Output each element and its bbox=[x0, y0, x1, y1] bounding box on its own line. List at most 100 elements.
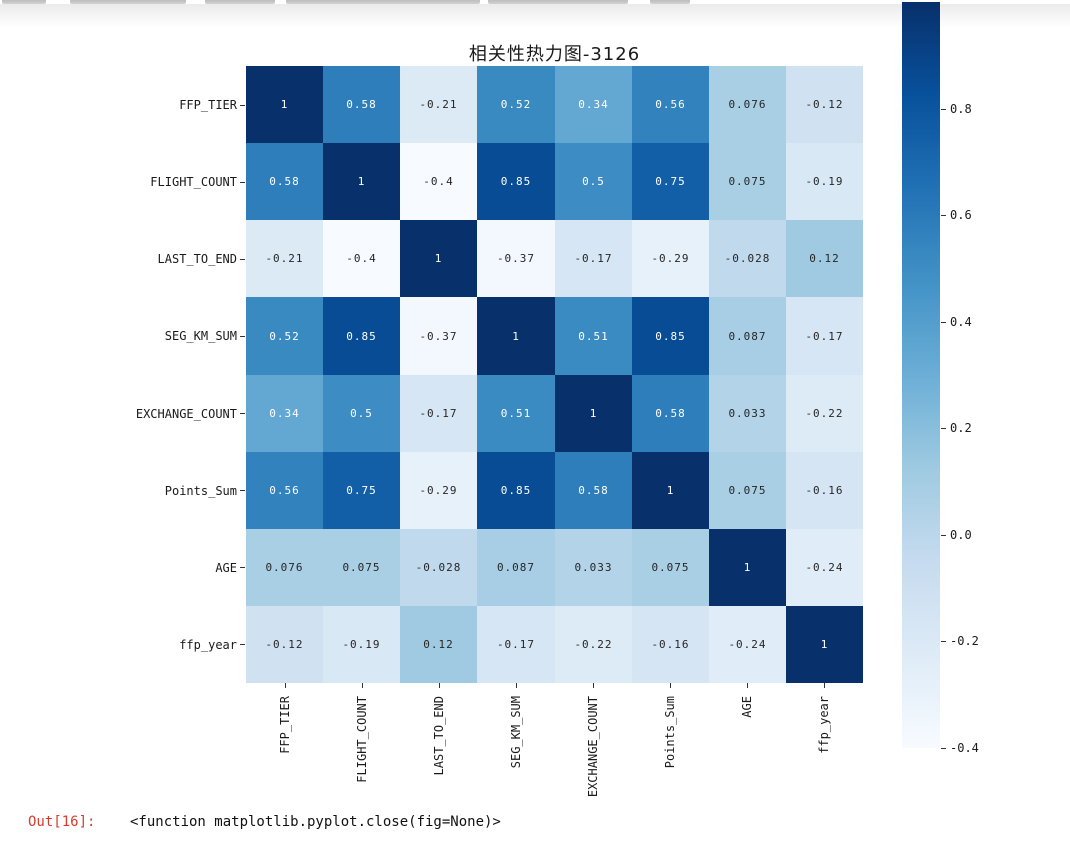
heatmap-cell-value: 0.56 bbox=[269, 484, 300, 497]
heatmap-cell: 0.087 bbox=[477, 529, 555, 606]
heatmap-cell: -0.17 bbox=[555, 220, 632, 297]
colorbar-tick-label: -0.4 bbox=[950, 741, 979, 755]
heatmap-cell: 1 bbox=[632, 452, 709, 529]
heatmap-cell: 0.58 bbox=[246, 143, 323, 220]
heatmap-cell-value: -0.028 bbox=[415, 561, 462, 574]
heatmap-cell-value: -0.17 bbox=[574, 252, 613, 265]
colorbar-tick-label: 0.8 bbox=[950, 102, 972, 116]
x-axis-label-text: FLIGHT_COUNT bbox=[355, 696, 369, 783]
heatmap-cell: 0.075 bbox=[323, 529, 400, 606]
y-tick bbox=[240, 259, 245, 260]
heatmap-cell-value: 0.85 bbox=[655, 329, 686, 343]
heatmap-cell-value: -0.21 bbox=[419, 98, 458, 111]
heatmap-cell: 0.56 bbox=[632, 66, 709, 143]
y-axis-label: SEG_KM_SUM bbox=[164, 328, 237, 343]
heatmap-cell: 0.34 bbox=[555, 66, 632, 143]
heatmap-cell-value: 0.075 bbox=[728, 484, 767, 497]
heatmap-cell: 0.75 bbox=[632, 143, 709, 220]
out-value: <function matplotlib.pyplot.close(fig=No… bbox=[130, 814, 501, 830]
heatmap-cell: 0.58 bbox=[323, 66, 400, 143]
heatmap-cell-value: 0.033 bbox=[728, 407, 767, 420]
heatmap-cell: 0.075 bbox=[632, 529, 709, 606]
heatmap-cell-value: 0.85 bbox=[346, 329, 377, 343]
x-axis-label-text: SEG_KM_SUM bbox=[509, 696, 523, 769]
heatmap-cell: 0.5 bbox=[323, 375, 400, 452]
toolbar-button-stub[interactable] bbox=[70, 0, 186, 4]
heatmap-cell-value: 0.85 bbox=[500, 175, 532, 188]
heatmap-cell-value: 0.51 bbox=[500, 407, 532, 420]
heatmap-cell-value: 0.5 bbox=[350, 407, 373, 420]
heatmap-cell: -0.21 bbox=[400, 66, 477, 143]
heatmap-cell-value: 0.076 bbox=[728, 98, 767, 111]
heatmap-cell-value: 1 bbox=[434, 252, 443, 265]
heatmap-cell: 0.075 bbox=[709, 143, 786, 220]
toolbar-button-stub[interactable] bbox=[488, 0, 628, 4]
heatmap-cell-value: 0.58 bbox=[655, 407, 686, 420]
y-tick bbox=[240, 413, 245, 414]
heatmap-cell: -0.17 bbox=[786, 297, 863, 375]
x-axis-label-text: EXCHANGE_COUNT bbox=[586, 696, 600, 798]
heatmap-cell-value: -0.4 bbox=[423, 175, 454, 188]
heatmap-cell-value: 0.087 bbox=[728, 329, 767, 343]
y-tick bbox=[240, 567, 245, 568]
heatmap-cell: 0.033 bbox=[555, 529, 632, 606]
heatmap-cell-value: -0.19 bbox=[342, 638, 381, 651]
y-axis-label: ffp_year bbox=[179, 637, 237, 652]
heatmap-cell: -0.4 bbox=[323, 220, 400, 297]
heatmap-cell-value: -0.29 bbox=[419, 484, 458, 497]
heatmap-cell-value: 0.75 bbox=[655, 175, 686, 188]
heatmap-cell-value: 0.52 bbox=[500, 98, 532, 111]
y-axis-label: EXCHANGE_COUNT bbox=[135, 406, 237, 421]
heatmap-cell: -0.19 bbox=[786, 143, 863, 220]
y-axis-label: AGE bbox=[215, 560, 237, 575]
heatmap-cell-value: 1 bbox=[280, 98, 289, 111]
colorbar-tick bbox=[941, 535, 946, 536]
heatmap-cell-value: -0.24 bbox=[805, 561, 844, 574]
heatmap-cell: 0.5 bbox=[555, 143, 632, 220]
x-tick bbox=[670, 683, 671, 688]
heatmap-cell: -0.16 bbox=[786, 452, 863, 529]
heatmap-cell: 1 bbox=[477, 297, 555, 375]
heatmap-cell: 0.75 bbox=[323, 452, 400, 529]
colorbar-tick bbox=[941, 322, 946, 323]
heatmap-cell: 1 bbox=[323, 143, 400, 220]
heatmap-cell: -0.22 bbox=[555, 606, 632, 683]
heatmap-cell: 1 bbox=[709, 529, 786, 606]
toolbar-button-stub[interactable] bbox=[205, 0, 275, 4]
colorbar-tick bbox=[941, 641, 946, 642]
x-axis-label-text: FFP_TIER bbox=[278, 696, 292, 754]
heatmap-cell: 1 bbox=[555, 375, 632, 452]
toolbar-shadow bbox=[0, 4, 1070, 28]
heatmap-cell-value: 0.075 bbox=[728, 175, 767, 188]
heatmap-cell-value: 0.56 bbox=[655, 98, 686, 111]
heatmap-cell: -0.29 bbox=[400, 452, 477, 529]
heatmap-cell-value: 0.087 bbox=[496, 561, 536, 574]
heatmap-cell: 0.85 bbox=[477, 143, 555, 220]
heatmap-cell-value: 0.58 bbox=[269, 175, 300, 188]
toolbar-button-stub[interactable] bbox=[2, 0, 46, 4]
heatmap-cell-value: -0.21 bbox=[265, 252, 304, 265]
x-axis-label-text: LAST_TO_END bbox=[432, 696, 446, 776]
heatmap-cell: 0.85 bbox=[477, 452, 555, 529]
toolbar-button-stub[interactable] bbox=[650, 0, 690, 4]
heatmap-cell: 0.076 bbox=[246, 529, 323, 606]
heatmap-cell: 0.12 bbox=[400, 606, 477, 683]
heatmap-cell-value: -0.22 bbox=[574, 638, 613, 651]
heatmap-cell-value: 1 bbox=[589, 407, 598, 420]
colorbar-tick bbox=[941, 215, 946, 216]
x-axis-label-text: AGE bbox=[740, 696, 754, 718]
heatmap-cell: -0.028 bbox=[709, 220, 786, 297]
heatmap-cell: 0.51 bbox=[477, 375, 555, 452]
heatmap-cell: 0.033 bbox=[709, 375, 786, 452]
x-tick bbox=[824, 683, 825, 688]
heatmap-cell-value: 0.58 bbox=[346, 98, 377, 111]
colorbar-gradient bbox=[902, 2, 940, 748]
heatmap-cell-value: 0.075 bbox=[651, 561, 690, 574]
heatmap-cell: 0.076 bbox=[709, 66, 786, 143]
heatmap-cell: 0.51 bbox=[555, 297, 632, 375]
toolbar-button-stub[interactable] bbox=[286, 0, 480, 4]
colorbar-tick-label: 0.6 bbox=[950, 208, 972, 222]
heatmap-cell: 0.34 bbox=[246, 375, 323, 452]
heatmap-cell-value: 0.12 bbox=[423, 638, 454, 651]
heatmap-cell-value: -0.22 bbox=[805, 407, 844, 420]
